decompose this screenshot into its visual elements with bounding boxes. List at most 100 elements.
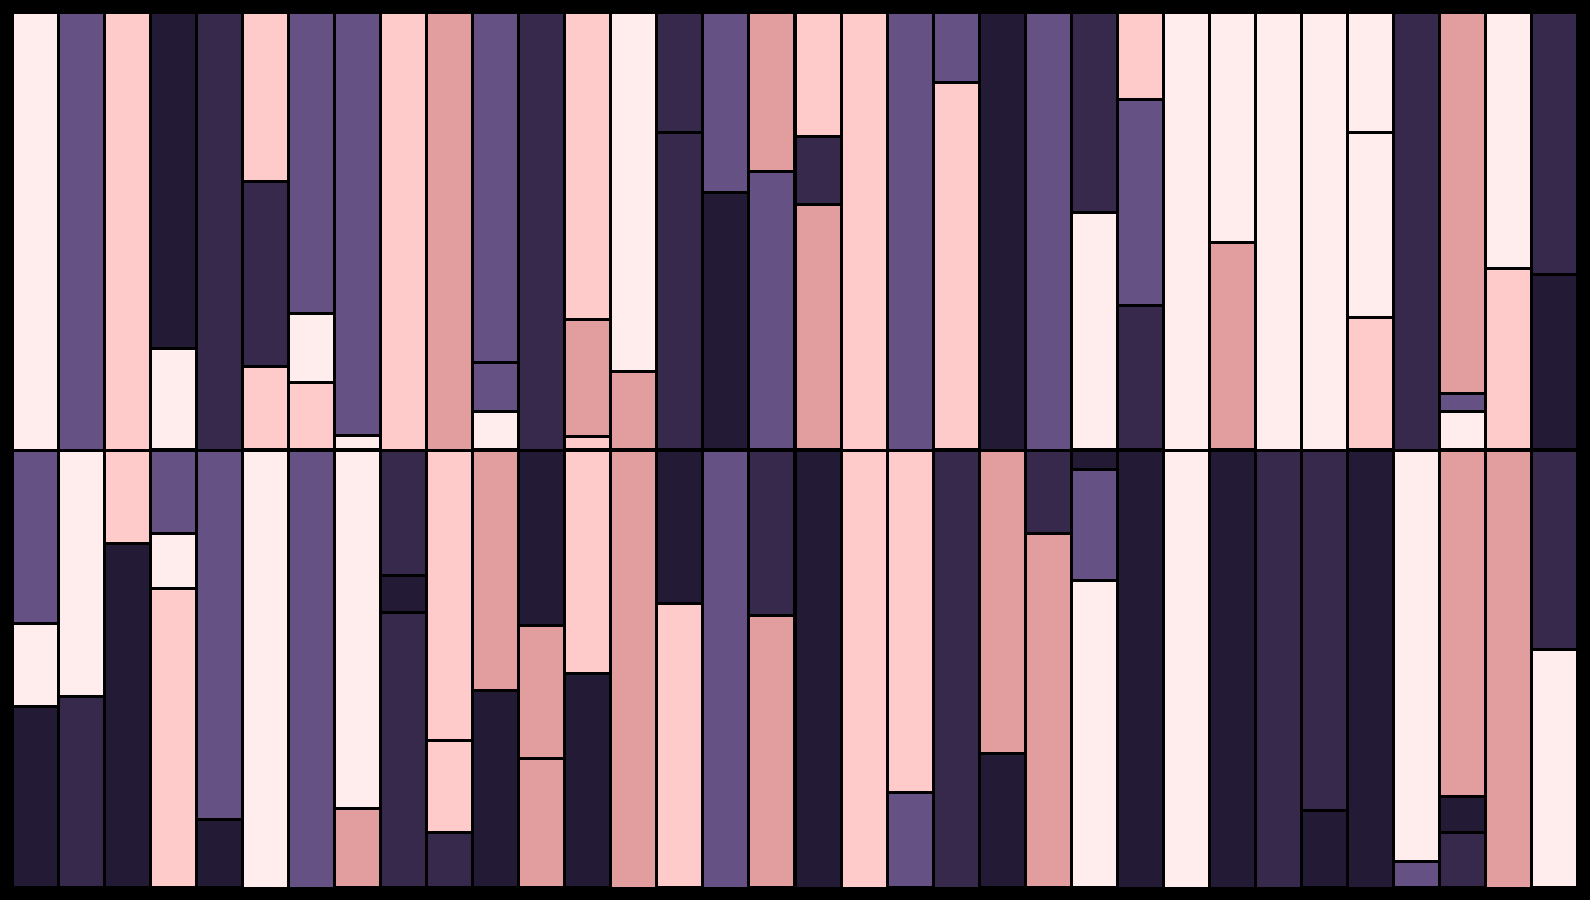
tile-col10-bottom-1: [428, 451, 472, 740]
tile-col18-top-1: [796, 13, 840, 136]
tile-col25-top-2: [1118, 101, 1162, 304]
tile-col14-top-2: [612, 373, 656, 449]
tile-col33-bottom-1: [1487, 451, 1531, 887]
tile-col13-top-1: [566, 13, 610, 319]
tile-col27-top-2: [1211, 244, 1255, 449]
tile-col7-top-1: [289, 13, 333, 312]
tile-col16-top-2: [704, 193, 748, 449]
tile-col10-top-1: [428, 13, 472, 449]
tile-col22-top-1: [980, 13, 1024, 449]
tile-col9-bottom-2: [381, 576, 426, 611]
tile-col3-bottom-1: [105, 451, 149, 543]
tile-col34-top-1: [1533, 13, 1577, 274]
tile-col16-bottom-1: [704, 451, 748, 887]
tile-col14-bottom-1: [612, 451, 656, 887]
tile-col4-bottom-2: [151, 535, 195, 588]
tile-col13-bottom-1: [566, 451, 610, 672]
tile-col6-top-1: [243, 13, 287, 180]
tile-col19-top-1: [842, 13, 886, 449]
tile-col30-top-3: [1349, 319, 1393, 449]
tile-col25-top-1: [1118, 13, 1162, 99]
tile-col15-bottom-1: [658, 451, 702, 602]
tile-col25-bottom-1: [1118, 451, 1162, 887]
tile-col3-top-1: [105, 13, 149, 449]
tile-col12-bottom-3: [520, 760, 564, 887]
tile-col28-top-1: [1257, 13, 1301, 449]
tile-col26-bottom-1: [1164, 451, 1209, 887]
tile-col23-top-1: [1026, 13, 1070, 449]
tile-col2-bottom-1: [59, 451, 103, 695]
tile-col6-top-3: [243, 368, 287, 449]
tile-col15-top-1: [658, 13, 702, 131]
tile-col12-bottom-1: [520, 451, 564, 624]
tile-col18-bottom-1: [796, 451, 840, 887]
tile-col34-top-2: [1533, 276, 1577, 449]
tile-col7-bottom-1: [289, 451, 333, 887]
tile-col8-bottom-1: [335, 451, 379, 807]
tile-col29-bottom-1: [1303, 451, 1347, 809]
tile-col3-bottom-2: [105, 545, 149, 887]
tile-col27-bottom-1: [1211, 451, 1255, 887]
tile-col33-top-2: [1487, 269, 1531, 449]
tile-col11-top-3: [474, 413, 518, 449]
tile-col21-top-2: [934, 83, 978, 449]
tile-col27-top-1: [1211, 13, 1255, 242]
tile-col29-top-1: [1303, 13, 1347, 449]
tile-col15-top-2: [658, 133, 702, 449]
tile-col24-top-1: [1072, 13, 1116, 212]
tile-col26-top-1: [1164, 13, 1209, 449]
tile-col4-top-2: [151, 350, 195, 449]
tile-col31-bottom-2: [1395, 863, 1439, 887]
tile-col31-bottom-1: [1395, 451, 1439, 861]
tile-col8-top-2: [335, 437, 379, 449]
tile-col22-bottom-2: [980, 755, 1024, 887]
tile-col7-top-3: [289, 384, 333, 449]
tile-col1-bottom-3: [13, 707, 57, 887]
tile-col13-top-2: [566, 321, 610, 435]
tile-col32-bottom-3: [1441, 833, 1485, 887]
tile-col23-bottom-2: [1026, 534, 1070, 887]
tile-col2-top-1: [59, 13, 103, 449]
tile-col9-top-1: [381, 13, 426, 449]
tile-col1-top-1: [13, 13, 57, 449]
tile-col12-bottom-2: [520, 626, 564, 758]
tile-col5-bottom-2: [197, 821, 241, 887]
tile-col5-bottom-1: [197, 451, 241, 819]
tile-col11-top-2: [474, 363, 518, 411]
tile-col32-top-1: [1441, 13, 1485, 392]
tile-col4-bottom-1: [151, 451, 195, 533]
tile-col13-top-3: [566, 437, 610, 449]
tile-col5-top-1: [197, 13, 241, 449]
tile-col19-bottom-1: [842, 451, 886, 887]
tile-col6-bottom-1: [243, 451, 287, 887]
tile-col17-bottom-1: [750, 451, 794, 614]
tile-col17-top-2: [750, 173, 794, 449]
tile-col4-bottom-3: [151, 590, 195, 887]
tile-col30-top-1: [1349, 13, 1393, 132]
tile-col10-bottom-2: [428, 742, 472, 832]
tile-col32-top-2: [1441, 394, 1485, 410]
tile-col22-bottom-1: [980, 451, 1024, 753]
tile-col11-bottom-2: [474, 692, 518, 887]
tile-col20-top-1: [888, 13, 932, 449]
tile-col30-bottom-1: [1349, 451, 1393, 887]
tile-col33-top-1: [1487, 13, 1531, 267]
tile-col28-bottom-1: [1257, 451, 1301, 887]
tile-col32-bottom-2: [1441, 797, 1485, 831]
tile-col32-top-3: [1441, 412, 1485, 449]
tile-col18-top-3: [796, 206, 840, 449]
tile-col10-bottom-3: [428, 834, 472, 887]
tile-col7-top-2: [289, 314, 333, 382]
tile-col6-top-2: [243, 183, 287, 366]
tile-col34-bottom-2: [1533, 650, 1577, 887]
tile-col24-bottom-1: [1072, 451, 1116, 469]
tile-col16-top-1: [704, 13, 748, 191]
tile-col21-bottom-1: [934, 451, 978, 887]
tile-col17-top-1: [750, 13, 794, 171]
tile-col24-top-2: [1072, 214, 1116, 449]
tile-col1-bottom-1: [13, 451, 57, 623]
tile-col24-bottom-2: [1072, 471, 1116, 580]
tile-col20-bottom-1: [888, 451, 932, 792]
tile-col9-bottom-3: [381, 613, 426, 887]
